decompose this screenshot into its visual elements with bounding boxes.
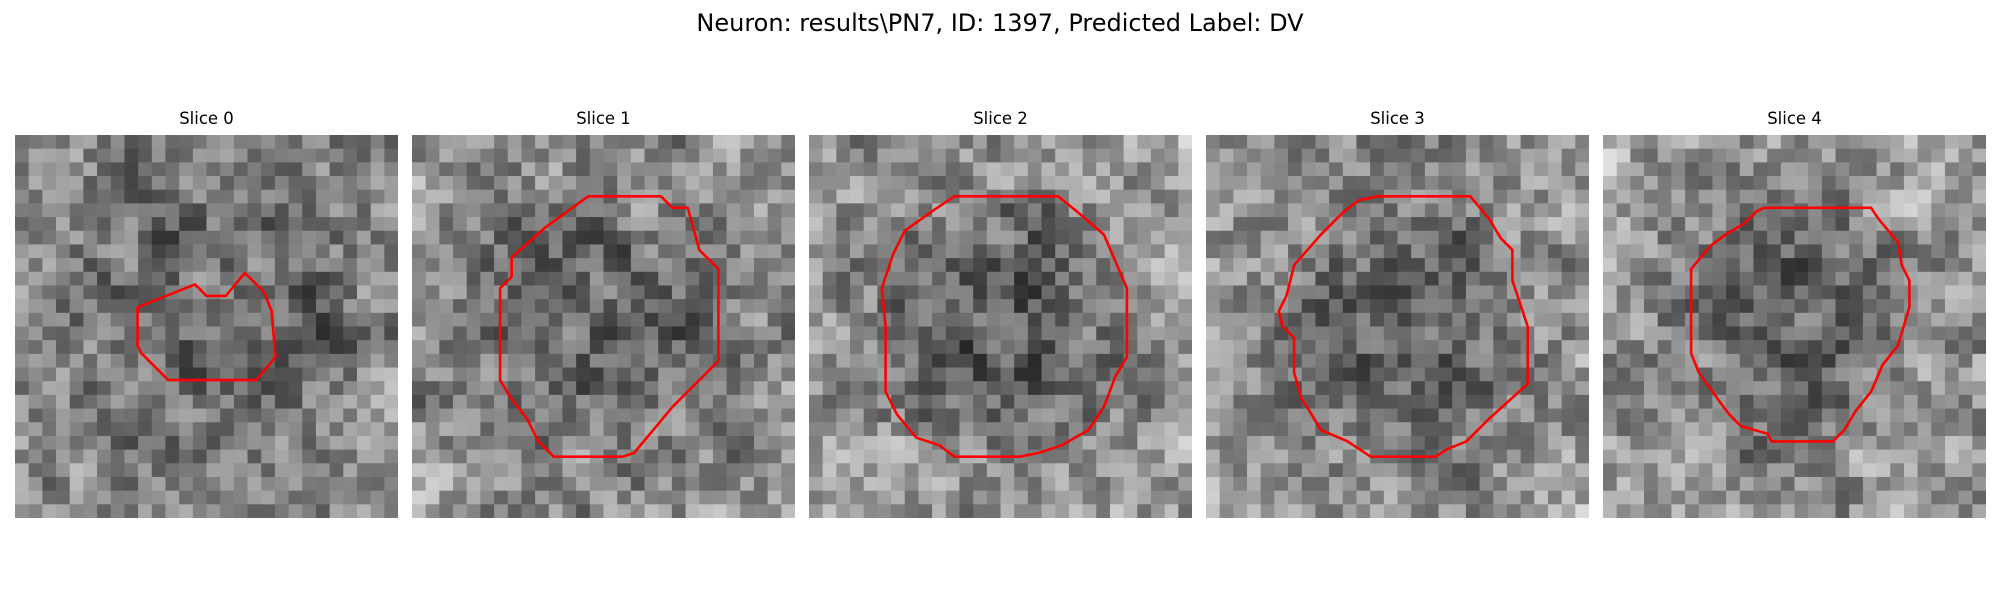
slice-title-4: Slice 4 (1767, 109, 1822, 128)
slice-title-3: Slice 3 (1370, 109, 1425, 128)
slice-panel-0: Slice 0 (15, 108, 398, 518)
pixel-grid (1603, 135, 1986, 518)
slice-image-2 (809, 135, 1192, 518)
slice-image-4 (1603, 135, 1986, 518)
pixel-grid (412, 135, 795, 518)
slice-panel-4: Slice 4 (1603, 108, 1986, 518)
neuron-contour (1689, 206, 1911, 443)
slice-title-0: Slice 0 (179, 109, 234, 128)
slice-image-3 (1206, 135, 1589, 518)
slice-panel-3: Slice 3 (1206, 108, 1589, 518)
slice-title-1: Slice 1 (576, 109, 631, 128)
neuron-contour (498, 194, 720, 459)
slice-image-1 (412, 135, 795, 518)
pixel-grid (1206, 135, 1589, 518)
figure-title: Neuron: results\PN7, ID: 1397, Predicted… (696, 9, 1304, 37)
slice-title-2: Slice 2 (973, 109, 1028, 128)
slice-panel-1: Slice 1 (412, 108, 795, 518)
pixel-grid (809, 135, 1192, 518)
slice-image-0 (15, 135, 398, 518)
neuron-contour (1277, 194, 1530, 459)
pixel-grid (15, 135, 398, 518)
neuron-contour (880, 194, 1129, 459)
neuron-contour (136, 271, 277, 382)
slice-panel-2: Slice 2 (809, 108, 1192, 518)
